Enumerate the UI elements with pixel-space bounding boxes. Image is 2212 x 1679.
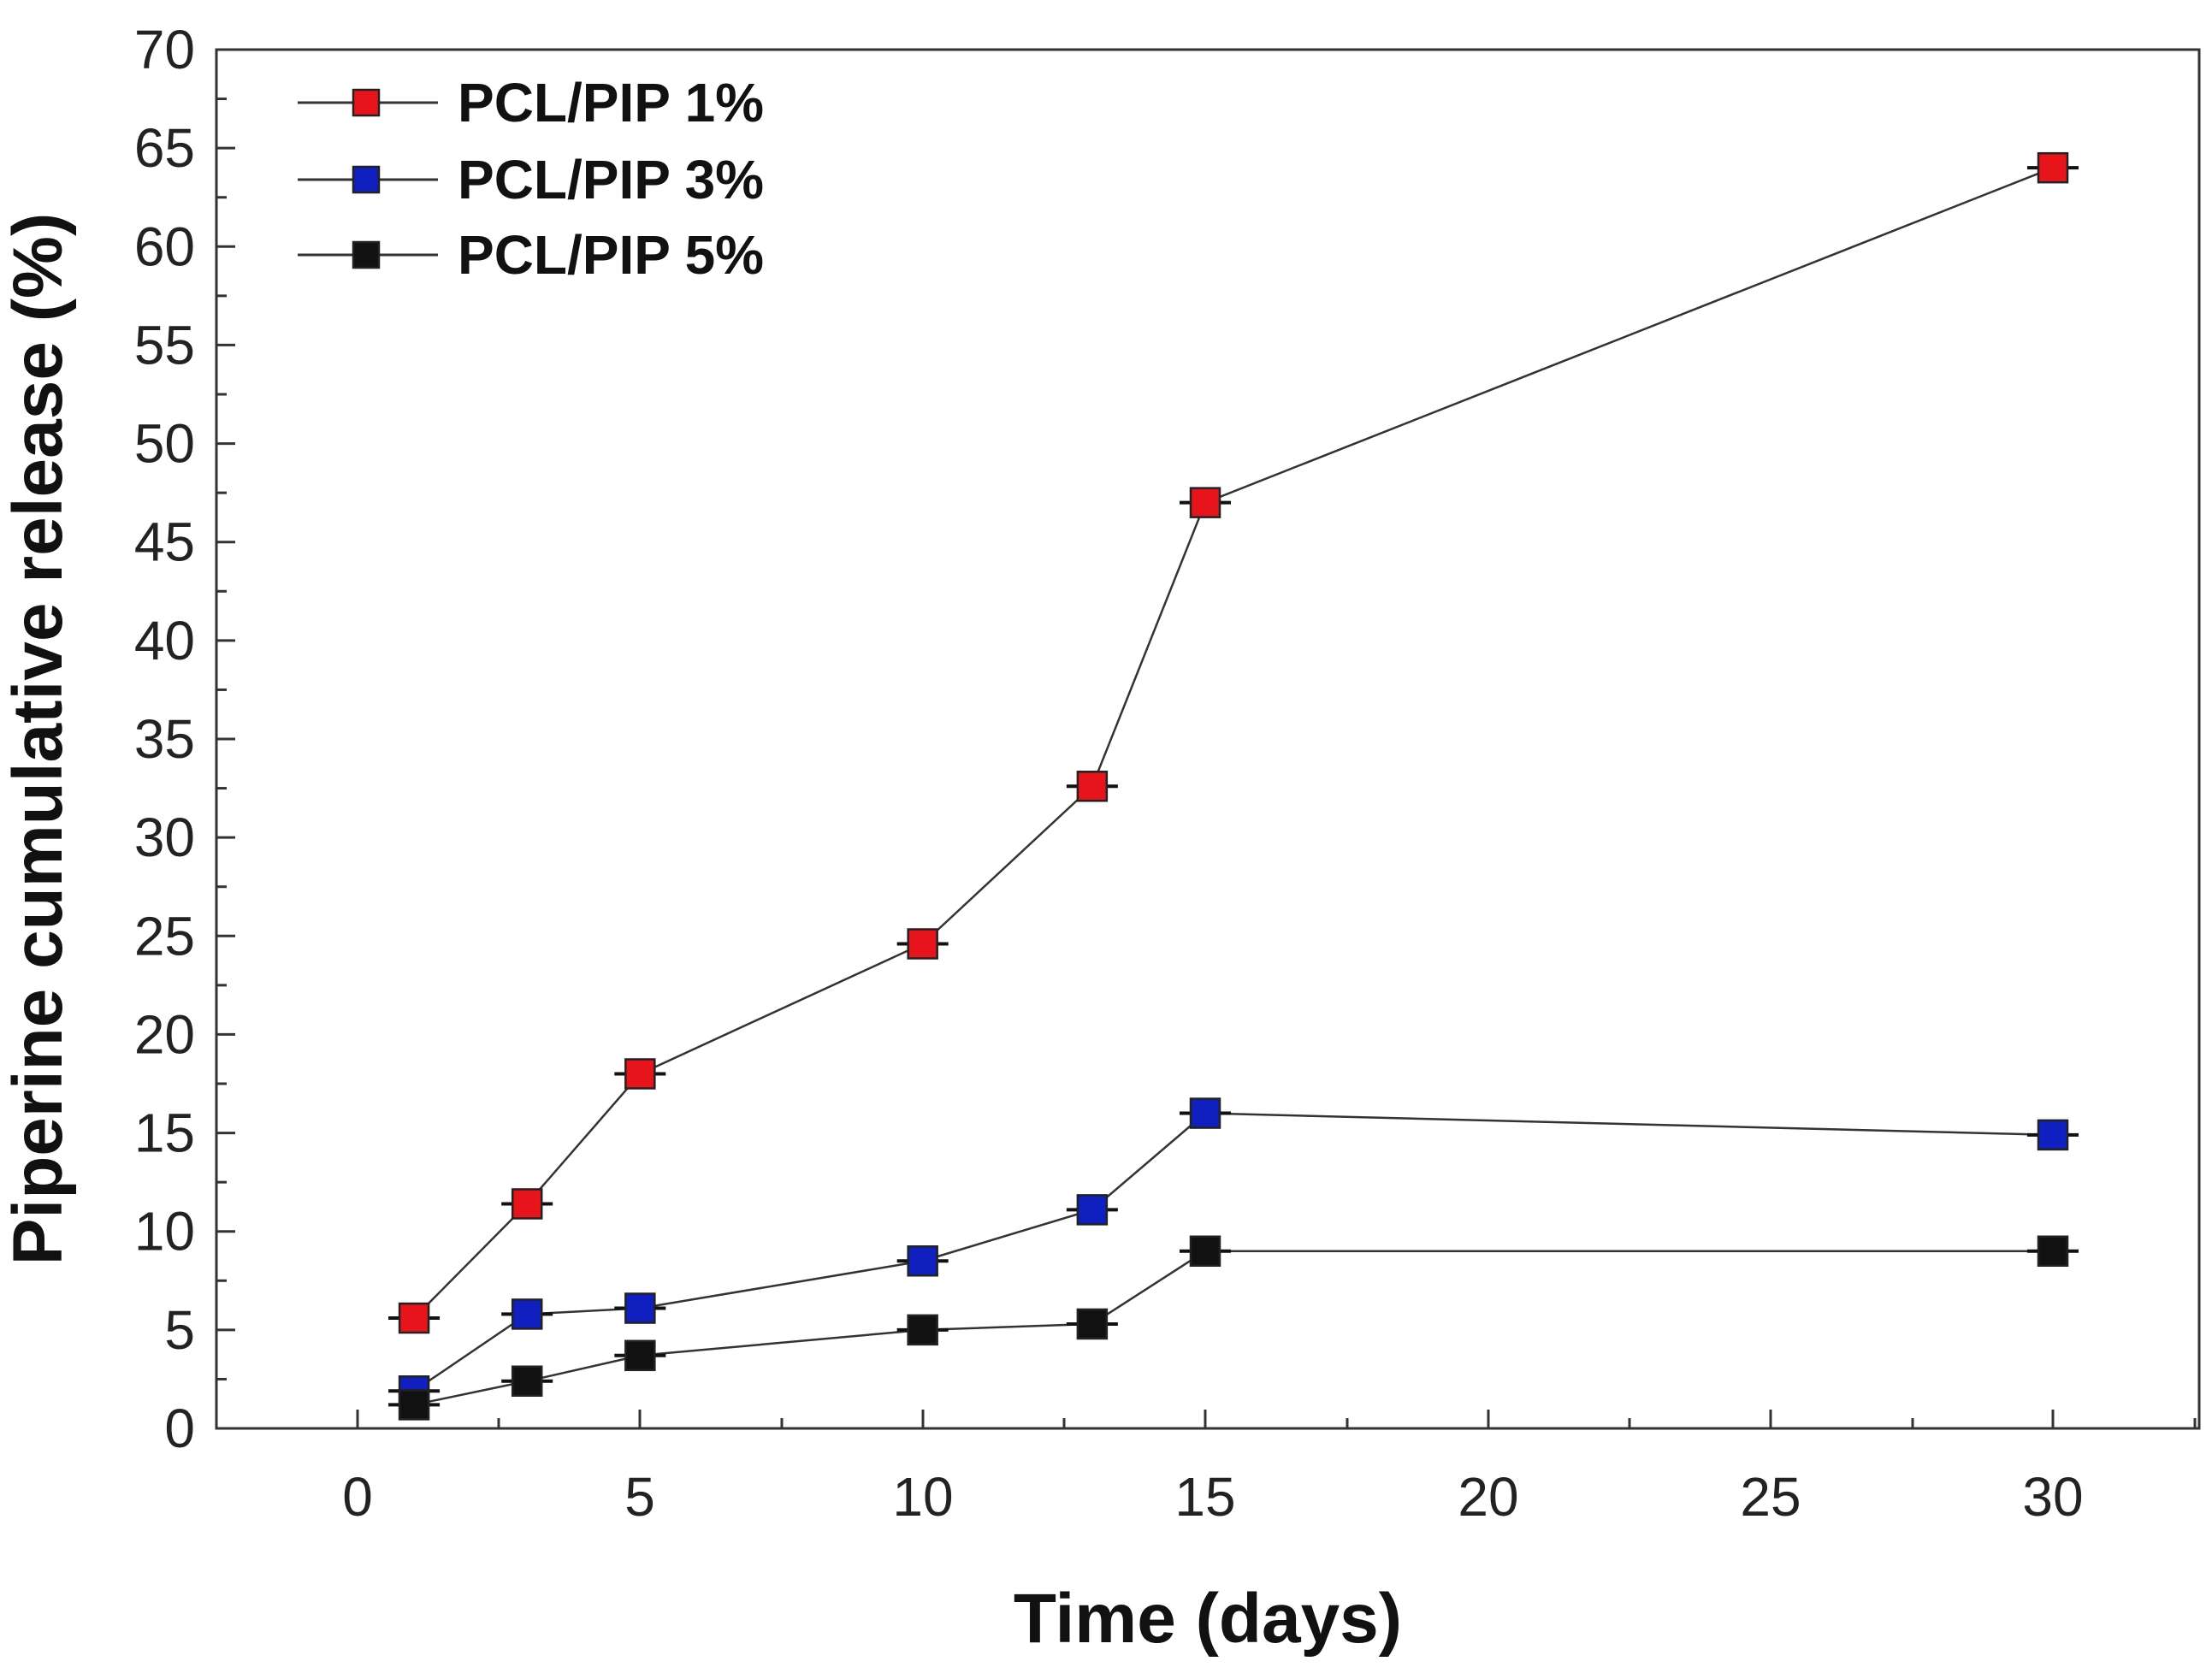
legend-item: PCL/PIP 5% bbox=[298, 224, 764, 286]
data-point bbox=[511, 1365, 543, 1397]
y-tick-label: 70 bbox=[134, 19, 195, 80]
data-point bbox=[1076, 1308, 1109, 1340]
data-point bbox=[1076, 771, 1109, 802]
y-tick-label: 15 bbox=[134, 1103, 195, 1164]
data-point bbox=[2037, 1119, 2069, 1151]
data-point bbox=[624, 1292, 656, 1324]
legend-item: PCL/PIP 1% bbox=[298, 72, 764, 133]
data-point bbox=[1189, 1097, 1221, 1129]
y-tick-label: 45 bbox=[134, 511, 195, 573]
data-point bbox=[2037, 1235, 2069, 1267]
series-1 bbox=[388, 151, 2079, 1334]
data-point bbox=[907, 928, 938, 960]
data-point bbox=[907, 1314, 938, 1346]
data-point bbox=[1189, 487, 1221, 518]
y-tick-label: 10 bbox=[134, 1201, 195, 1262]
y-tick-label: 25 bbox=[134, 905, 195, 967]
series-3 bbox=[388, 1235, 2079, 1421]
data-point bbox=[398, 1389, 430, 1421]
data-point bbox=[1076, 1194, 1109, 1226]
data-point bbox=[1189, 1235, 1221, 1267]
x-tick-label: 25 bbox=[1740, 1466, 1801, 1528]
legend-item: PCL/PIP 3% bbox=[298, 149, 764, 210]
y-tick-label: 65 bbox=[134, 117, 195, 179]
y-tick-label: 40 bbox=[134, 610, 195, 671]
y-tick-label: 30 bbox=[134, 807, 195, 868]
x-tick-label: 15 bbox=[1174, 1466, 1235, 1528]
y-tick-label: 5 bbox=[164, 1299, 195, 1361]
legend-marker bbox=[352, 88, 381, 117]
legend-marker bbox=[352, 165, 381, 194]
y-tick-label: 0 bbox=[164, 1398, 195, 1459]
y-tick-label: 60 bbox=[134, 216, 195, 277]
legend-label: PCL/PIP 5% bbox=[458, 224, 764, 286]
data-point bbox=[624, 1339, 656, 1372]
series-line bbox=[413, 167, 2054, 1319]
legend-label: PCL/PIP 1% bbox=[458, 72, 764, 133]
x-tick-label: 5 bbox=[624, 1466, 655, 1528]
legend-label: PCL/PIP 3% bbox=[458, 149, 764, 210]
x-tick-label: 20 bbox=[1458, 1466, 1518, 1528]
data-point bbox=[624, 1058, 656, 1090]
x-tick-label: 0 bbox=[342, 1466, 373, 1528]
x-tick-label: 30 bbox=[2022, 1466, 2083, 1528]
series-2 bbox=[388, 1097, 2079, 1407]
data-point bbox=[511, 1298, 543, 1330]
legend-marker bbox=[352, 240, 381, 269]
data-point bbox=[398, 1302, 430, 1334]
x-axis-title: Time (days) bbox=[1014, 1580, 1402, 1658]
y-tick-label: 55 bbox=[134, 314, 195, 375]
y-tick-label: 20 bbox=[134, 1003, 195, 1065]
y-tick-label: 50 bbox=[134, 413, 195, 475]
series-line bbox=[413, 1250, 2053, 1406]
y-axis-title: Piperine cumulative release (%) bbox=[0, 213, 77, 1266]
data-point bbox=[511, 1188, 543, 1220]
x-tick-label: 10 bbox=[892, 1466, 953, 1528]
y-tick-label: 35 bbox=[134, 708, 195, 770]
data-point bbox=[2037, 151, 2069, 184]
data-point bbox=[907, 1245, 938, 1277]
